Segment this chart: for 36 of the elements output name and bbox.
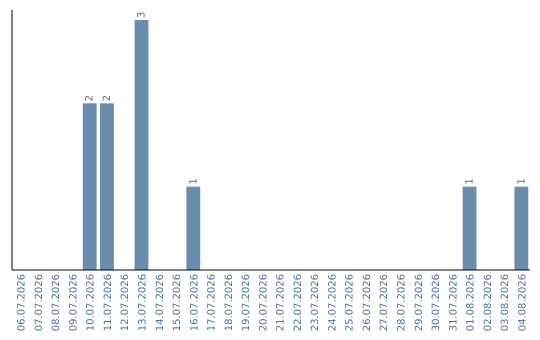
x-tick-label: 16.07.2026 (189, 274, 200, 332)
x-tick-label: 03.08.2026 (500, 274, 512, 332)
data-label: 2 (84, 94, 96, 102)
x-tick-label: 31.07.2026 (448, 274, 460, 332)
x-tick-label: 28.07.2026 (396, 274, 408, 332)
x-tick-label: 10.07.2026 (86, 274, 97, 332)
data-label: 1 (188, 178, 200, 185)
x-tick-label: 15.07.2026 (172, 274, 184, 332)
x-tick-label: 09.07.2026 (68, 274, 80, 332)
x-tick-label: 13.07.2026 (138, 274, 148, 332)
x-tick-label: 20.07.2026 (258, 274, 270, 332)
x-tick-label: 29.07.2026 (414, 274, 425, 332)
x-tick-label: 07.07.2026 (34, 274, 45, 332)
x-tick-label: 08.07.2026 (51, 274, 62, 332)
x-tick-label: 27.07.2026 (379, 274, 390, 332)
x-tick-label: 01.08.2026 (466, 274, 477, 332)
data-label: 3 (136, 12, 148, 18)
x-tick-label: 06.07.2026 (16, 274, 28, 332)
data-label: 2 (102, 94, 113, 102)
data-label: 1 (464, 178, 476, 185)
x-tick-label: 18.07.2026 (224, 274, 235, 332)
x-tick-label: 22.07.2026 (292, 274, 304, 332)
x-tick-label: 24.07.2026 (327, 274, 338, 332)
x-tick-label: 25.07.2026 (344, 274, 356, 332)
x-tick-label: 21.07.2026 (276, 274, 287, 332)
x-tick-label: 12.07.2026 (120, 274, 132, 332)
x-tick-label: 17.07.2026 (206, 274, 218, 332)
x-tick-label: 14.07.2026 (154, 274, 166, 332)
x-tick-label: 19.07.2026 (241, 274, 252, 332)
x-tick-label: 02.08.2026 (482, 274, 494, 332)
x-tick-label: 23.07.2026 (310, 274, 322, 332)
x-tick-label: 04.08.2026 (517, 274, 528, 332)
data-label: 1 (516, 178, 528, 185)
x-tick-label: 26.07.2026 (362, 274, 373, 332)
x-tick-label: 11.07.2026 (102, 274, 114, 332)
x-tick-label: 30.07.2026 (431, 274, 442, 332)
